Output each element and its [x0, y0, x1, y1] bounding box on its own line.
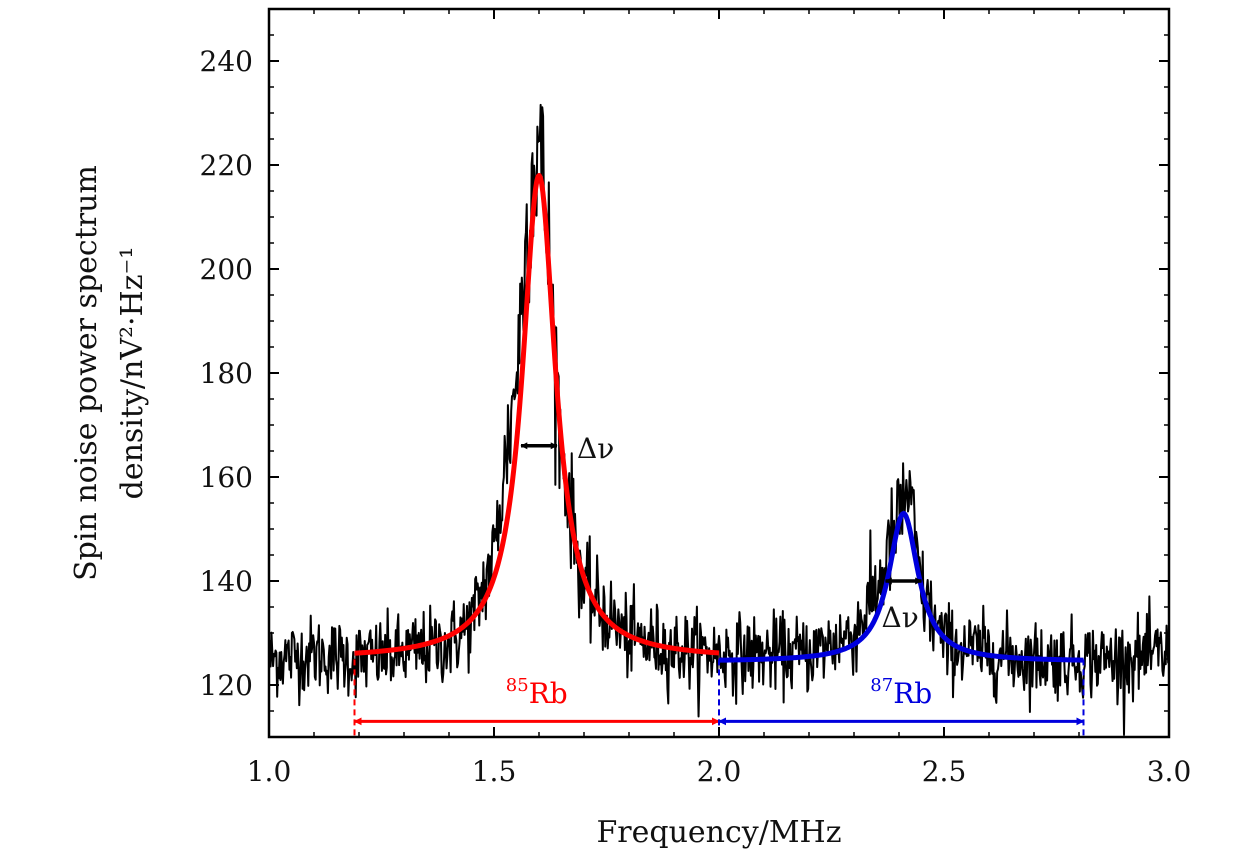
rb87-label: 87Rb — [870, 675, 932, 710]
tick-layer — [268, 8, 1170, 738]
lorentzian-fit-line-2 — [717, 510, 1085, 663]
x-tick-label: 2.5 — [922, 755, 967, 788]
y-tick-label: 160 — [200, 461, 253, 494]
y-tick-labels: 120 140 160 180 200 220 240 — [200, 45, 253, 702]
x-tick-label: 1.0 — [247, 755, 292, 788]
rb85-mass-number: 85 — [506, 675, 529, 696]
measured-spectrum-line — [269, 103, 1169, 736]
rb87-mass-number: 87 — [870, 675, 893, 696]
x-tick-label: 2.0 — [697, 755, 742, 788]
y-tick-label: 180 — [200, 357, 253, 390]
rb85-element: Rb — [529, 677, 568, 710]
linewidth-87-label: Δν — [882, 601, 919, 634]
x-axis-label: Frequency/MHz — [596, 815, 841, 850]
y-tick-label: 200 — [200, 253, 253, 286]
y-tick-label: 220 — [200, 149, 253, 182]
y-tick-label: 120 — [200, 669, 253, 702]
linewidth-85-label: Δν — [577, 432, 614, 465]
y-axis-label-line2: density/nV²·Hz⁻¹ — [115, 247, 150, 500]
y-axis-label-line1: Spin noise power spectrum — [69, 165, 104, 581]
rb85-label: 85Rb — [506, 675, 568, 710]
plot-frame — [267, 7, 1171, 739]
measured-layer — [269, 103, 1169, 736]
x-tick-label: 3.0 — [1147, 755, 1192, 788]
y-axis-label: Spin noise power spectrum density/nV²·Hz… — [69, 165, 150, 581]
fit-layer — [353, 172, 1085, 663]
rb87-element: Rb — [893, 677, 932, 710]
x-tick-labels: 1.0 1.5 2.0 2.5 3.0 — [247, 755, 1192, 788]
lorentzian-fit-line-1 — [353, 172, 721, 656]
y-tick-label: 240 — [200, 45, 253, 78]
x-tick-label: 1.5 — [472, 755, 517, 788]
y-tick-label: 140 — [200, 565, 253, 598]
